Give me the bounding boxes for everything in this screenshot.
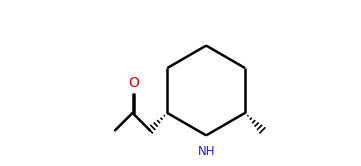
Text: O: O xyxy=(128,76,139,90)
Text: NH: NH xyxy=(197,145,215,158)
